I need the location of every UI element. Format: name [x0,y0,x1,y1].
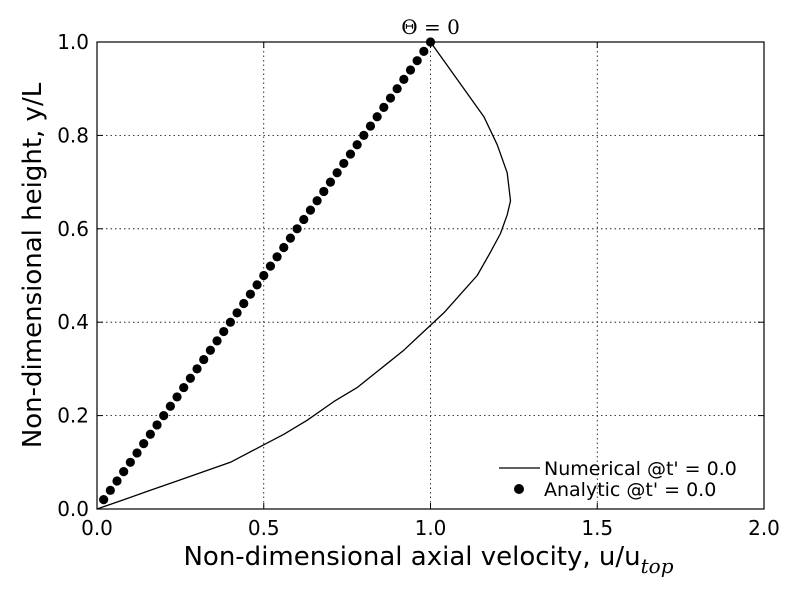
legend-label-analytic: Analytic @t' = 0.0 [544,479,716,501]
data-point-analytic [419,46,429,56]
data-point-analytic [332,168,342,178]
data-point-analytic [405,65,416,75]
data-point-analytic [345,149,356,159]
data-point-analytic [185,373,195,383]
data-point-analytic [219,326,229,337]
data-point-analytic [165,401,175,411]
data-point-analytic [339,158,349,169]
legend-marker-swatch [514,484,524,494]
data-point-analytic [412,56,422,66]
data-point-analytic [365,121,376,131]
x-tick-label: 1.0 [415,516,447,540]
y-tick-label: 0.6 [57,217,89,241]
data-point-analytic [399,74,409,84]
data-point-analytic [132,448,142,458]
data-point-analytic [265,261,276,271]
y-tick-label: 0.8 [57,123,89,147]
data-point-analytic [272,252,282,262]
data-point-analytic [125,457,135,467]
data-point-analytic [292,224,302,234]
data-point-analytic [152,420,162,430]
grid-lines [97,42,764,509]
y-tick-label: 0.4 [57,310,89,334]
data-point-analytic [325,177,336,187]
data-point-analytic [159,411,169,421]
data-point-analytic [245,289,256,299]
data-point-analytic [279,242,289,253]
data-point-analytic [145,429,155,439]
data-point-analytic [105,485,115,495]
series-line-numerical [96,41,512,510]
data-point-analytic [285,233,296,243]
y-tick-label: 0.0 [57,497,89,521]
data-point-analytic [239,298,249,309]
data-point-analytic [359,130,369,140]
data-point-analytic [119,467,129,477]
legend: Numerical @t' = 0.0 Analytic @t' = 0.0 [499,458,737,501]
data-point-analytic [352,140,362,150]
data-point-analytic [392,84,402,94]
x-tick-label: 1.5 [581,516,613,540]
y-tick-label: 1.0 [57,30,89,54]
data-point-analytic [379,102,389,112]
data-point-analytic [99,495,109,505]
data-point-analytic [172,392,182,402]
plot-series [96,37,512,510]
data-point-analytic [299,214,309,225]
x-axis-label: Non-dimensional axial velocity, u/utop [183,542,673,578]
y-tick-label: 0.2 [57,404,89,428]
data-point-analytic [305,205,316,215]
data-point-analytic [199,354,209,365]
chart-title: Θ = 0 [401,15,460,39]
x-axis-label-main: Non-dimensional axial velocity, u/u [183,542,640,572]
data-point-analytic [259,270,269,281]
data-point-analytic [252,280,262,290]
x-axis-label-subscript: top [641,554,674,578]
data-point-analytic [385,93,396,103]
data-point-analytic [225,317,235,327]
x-tick-label: 2.0 [748,516,780,540]
data-point-analytic [372,112,382,122]
x-tick-label: 0.5 [248,516,280,540]
data-point-analytic [112,476,122,486]
data-point-analytic [212,336,222,346]
data-point-analytic [139,439,149,449]
legend-label-numerical: Numerical @t' = 0.0 [544,458,737,480]
y-axis-label: Non-dimensional height, y/L [18,82,48,448]
data-point-analytic [319,186,329,197]
data-point-analytic [232,308,242,318]
data-point-analytic [179,382,189,393]
x-tick-label: 0.0 [81,516,113,540]
data-point-analytic [312,196,322,206]
data-point-analytic [205,345,215,355]
data-point-analytic [192,364,202,374]
axis-ticks: 0.0 0.5 1.0 1.5 2.0 0.0 0.2 0.4 0.6 0.8 1.0 [57,30,780,540]
